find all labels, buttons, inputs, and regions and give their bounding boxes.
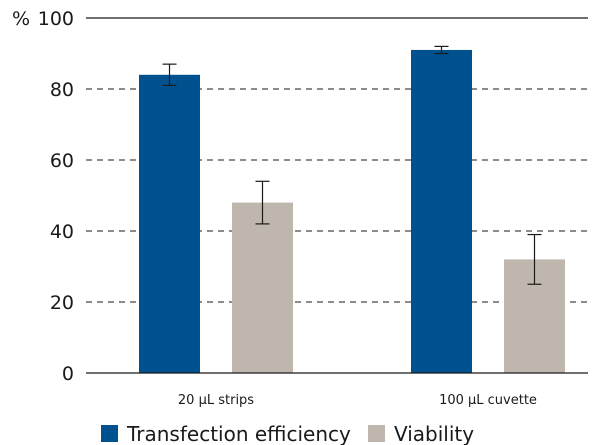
legend-swatch-1 (368, 425, 385, 442)
y-tick-label-0: 0 (62, 363, 74, 385)
legend: Transfection efficiency Viability (101, 422, 474, 445)
y-tick-label-80: 80 (50, 79, 74, 101)
y-tick-label-100: 100 (38, 8, 74, 30)
y-axis-unit-label: % (12, 8, 30, 30)
y-tick-label-20: 20 (50, 292, 74, 314)
axes: 0 20 40 60 80 100% 20 µL strips 100 µL cuvette (12, 8, 588, 408)
category-label-1: 100 µL cuvette (439, 393, 537, 408)
bars (139, 45, 565, 374)
legend-swatch-0 (101, 425, 118, 442)
bar-transfection-1 (411, 49, 472, 373)
category-label-0: 20 µL strips (178, 393, 254, 408)
legend-label-0: Transfection efficiency (126, 422, 351, 445)
y-tick-label-60: 60 (50, 150, 74, 172)
y-tick-label-40: 40 (50, 221, 74, 243)
legend-label-1: Viability (394, 422, 474, 445)
bar-transfection-0 (139, 74, 200, 374)
bar-viability-0 (232, 202, 293, 373)
